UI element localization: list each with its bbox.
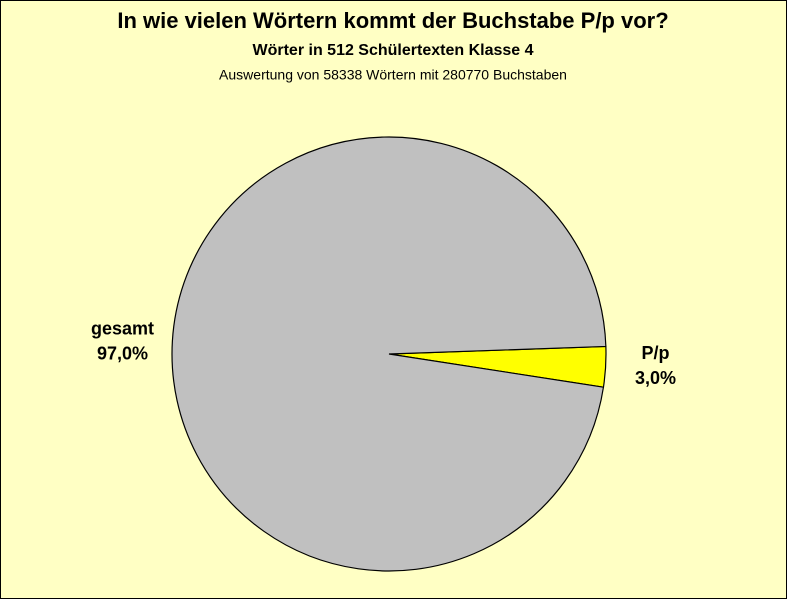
chart-title: In wie vielen Wörtern kommt der Buchstab… bbox=[117, 8, 668, 33]
slice-value-label: 97,0% bbox=[97, 344, 148, 364]
slice-value-label: 3,0% bbox=[635, 368, 676, 388]
pie-slice bbox=[171, 136, 607, 572]
slice-label: P/p bbox=[642, 343, 670, 363]
chart-subtitle: Auswertung von 58338 Wörtern mit 280770 … bbox=[219, 67, 567, 83]
chart-subtitle: Wörter in 512 Schülertexten Klasse 4 bbox=[253, 42, 534, 59]
slice-label: gesamt bbox=[91, 319, 154, 339]
